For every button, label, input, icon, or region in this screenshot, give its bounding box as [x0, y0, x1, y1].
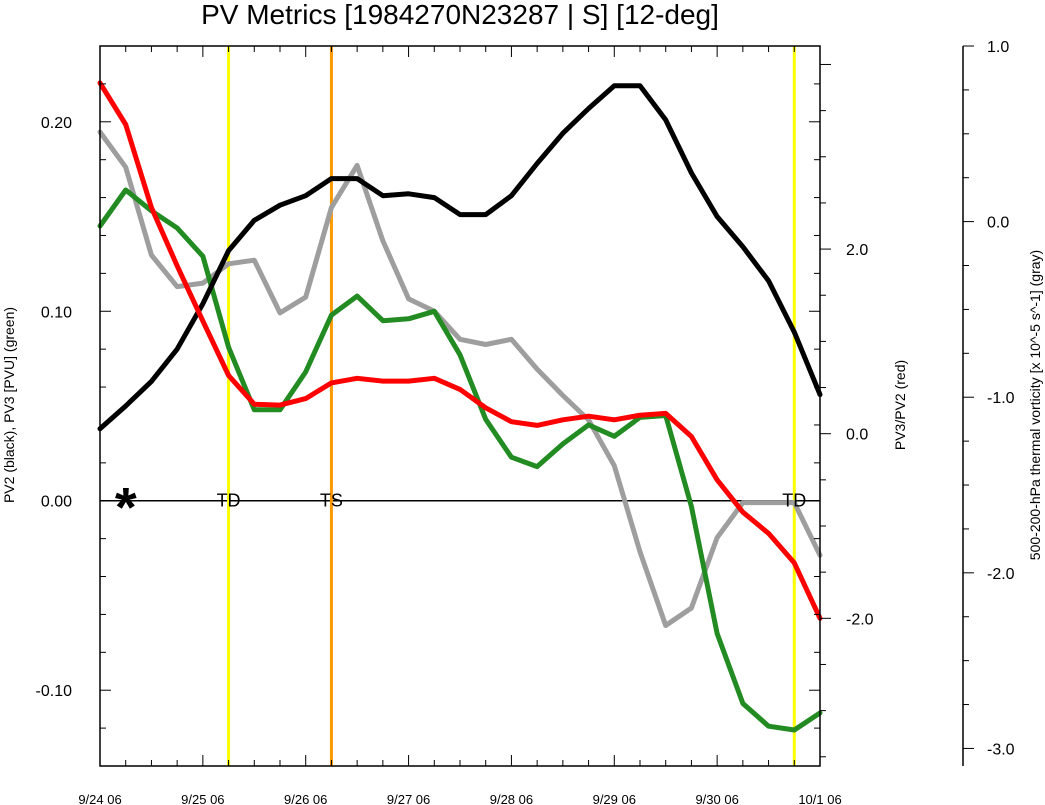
x-tick-label: 9/30 06 — [695, 792, 738, 805]
far-right-axis: 1.0 0.0 -1.0 -2.0 -3.0 — [962, 39, 1015, 766]
vertical-marker-label-0: TD — [217, 491, 241, 511]
x-tick-label: 9/28 06 — [490, 792, 533, 805]
x-tick-label: 9/27 06 — [387, 792, 430, 805]
far-right-tick-label: -3.0 — [987, 741, 1015, 758]
far-right-tick-label: 1.0 — [987, 39, 1009, 56]
left-tick-label: 0.20 — [41, 115, 72, 132]
right-axis-label: PV3/PV2 (red) — [892, 360, 908, 450]
x-tick-label: 9/24 06 — [78, 792, 121, 805]
left-tick-label: -0.10 — [36, 683, 73, 700]
chart-title: PV Metrics [1984270N23287 | S] [12-deg] — [201, 0, 719, 30]
series-line-2 — [97, 80, 823, 621]
series-line-1 — [97, 187, 823, 733]
star-marker: * — [115, 476, 137, 539]
right-tick-label: -2.0 — [846, 611, 874, 628]
vertical-marker-label-1: TS — [320, 491, 343, 511]
vertical-marker-label-2: TD — [782, 491, 806, 511]
x-tick-label: 9/29 06 — [593, 792, 636, 805]
far-right-tick-label: -1.0 — [987, 390, 1015, 407]
x-tick-label: 9/25 06 — [181, 792, 224, 805]
plot-area: TD TS TD * — [97, 46, 823, 766]
x-tick-label: 9/26 06 — [284, 792, 327, 805]
plot-frame — [99, 45, 821, 767]
x-tick-label: 10/1 06 — [798, 792, 841, 805]
left-tick-label: 0.10 — [41, 304, 72, 321]
x-axis: 9/24 06 9/25 06 9/26 06 9/27 06 9/28 06 9/29 … — [78, 46, 842, 805]
left-tick-label: 0.00 — [41, 494, 72, 511]
far-right-tick-label: 0.0 — [987, 215, 1009, 232]
right-tick-label: 2.0 — [846, 242, 868, 259]
right-tick-label: 0.0 — [846, 427, 868, 444]
left-axis: 0.20 0.10 0.00 -0.10 — [36, 45, 820, 767]
left-axis-label: PV2 (black), PV3 [PVU] (green) — [1, 307, 17, 503]
far-right-axis-label: 500-200-hPa thermal vorticity [x 10^-5 s… — [1027, 250, 1043, 560]
series-line-0 — [97, 83, 823, 432]
right-axis: 2.0 0.0 -2.0 — [820, 63, 874, 758]
far-right-tick-label: -2.0 — [987, 566, 1015, 583]
